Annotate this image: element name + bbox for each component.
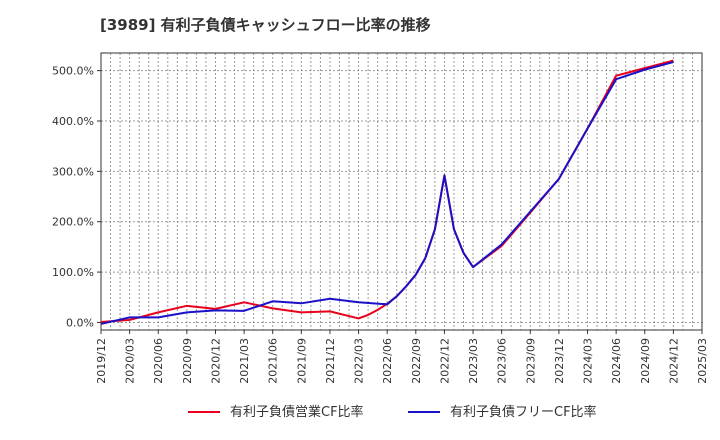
legend-label-1: 有利子負債営業CF比率: [230, 404, 364, 420]
x-tick-label: 2022/12: [438, 338, 451, 384]
grid: [101, 53, 702, 330]
y-tick-label: 400.0%: [52, 115, 94, 128]
x-tick-label: 2022/09: [410, 338, 423, 384]
x-tick-label: 2020/12: [209, 338, 222, 384]
x-tick-label: 2020/06: [152, 338, 165, 384]
y-tick-label: 200.0%: [52, 216, 94, 229]
x-tick-label: 2024/06: [610, 338, 623, 384]
y-tick-label: 500.0%: [52, 65, 94, 78]
x-tick-label: 2023/03: [467, 338, 480, 384]
x-tick-label: 2025/03: [696, 338, 709, 384]
x-tick-label: 2023/09: [524, 338, 537, 384]
legend: 有利子負債営業CF比率 有利子負債フリーCF比率: [188, 404, 597, 420]
x-tick-label: 2020/09: [181, 338, 194, 384]
x-tick-label: 2020/03: [124, 338, 137, 384]
x-axis: 2019/12 2020/03 2020/06 2020/09 2020/12 2021/…: [95, 330, 709, 384]
x-tick-label: 2024/03: [582, 338, 595, 384]
x-tick-label: 2023/12: [553, 338, 566, 384]
x-tick-label: 2021/03: [238, 338, 251, 384]
x-tick-label: 2021/12: [324, 338, 337, 384]
x-tick-label: 2023/06: [496, 338, 509, 384]
y-axis: 0.0% 100.0% 200.0% 300.0% 400.0% 500.0%: [52, 65, 101, 329]
x-tick-label: 2019/12: [95, 338, 108, 384]
x-tick-label: 2024/09: [639, 338, 652, 384]
x-tick-label: 2022/03: [353, 338, 366, 384]
legend-label-2: 有利子負債フリーCF比率: [450, 404, 597, 420]
x-tick-label: 2021/06: [267, 338, 280, 384]
series-layer: [100, 59, 674, 325]
y-tick-label: 0.0%: [66, 316, 94, 329]
plot-area: [100, 52, 703, 331]
x-tick-label: 2022/06: [381, 338, 394, 384]
series-line-2: [100, 61, 674, 325]
y-tick-label: 100.0%: [52, 266, 94, 279]
x-tick-label: 2024/12: [667, 338, 680, 384]
x-tick-label: 2021/09: [295, 338, 308, 384]
y-tick-label: 300.0%: [52, 165, 94, 178]
chart-title: [3989] 有利子負債キャッシュフロー比率の推移: [100, 16, 431, 34]
